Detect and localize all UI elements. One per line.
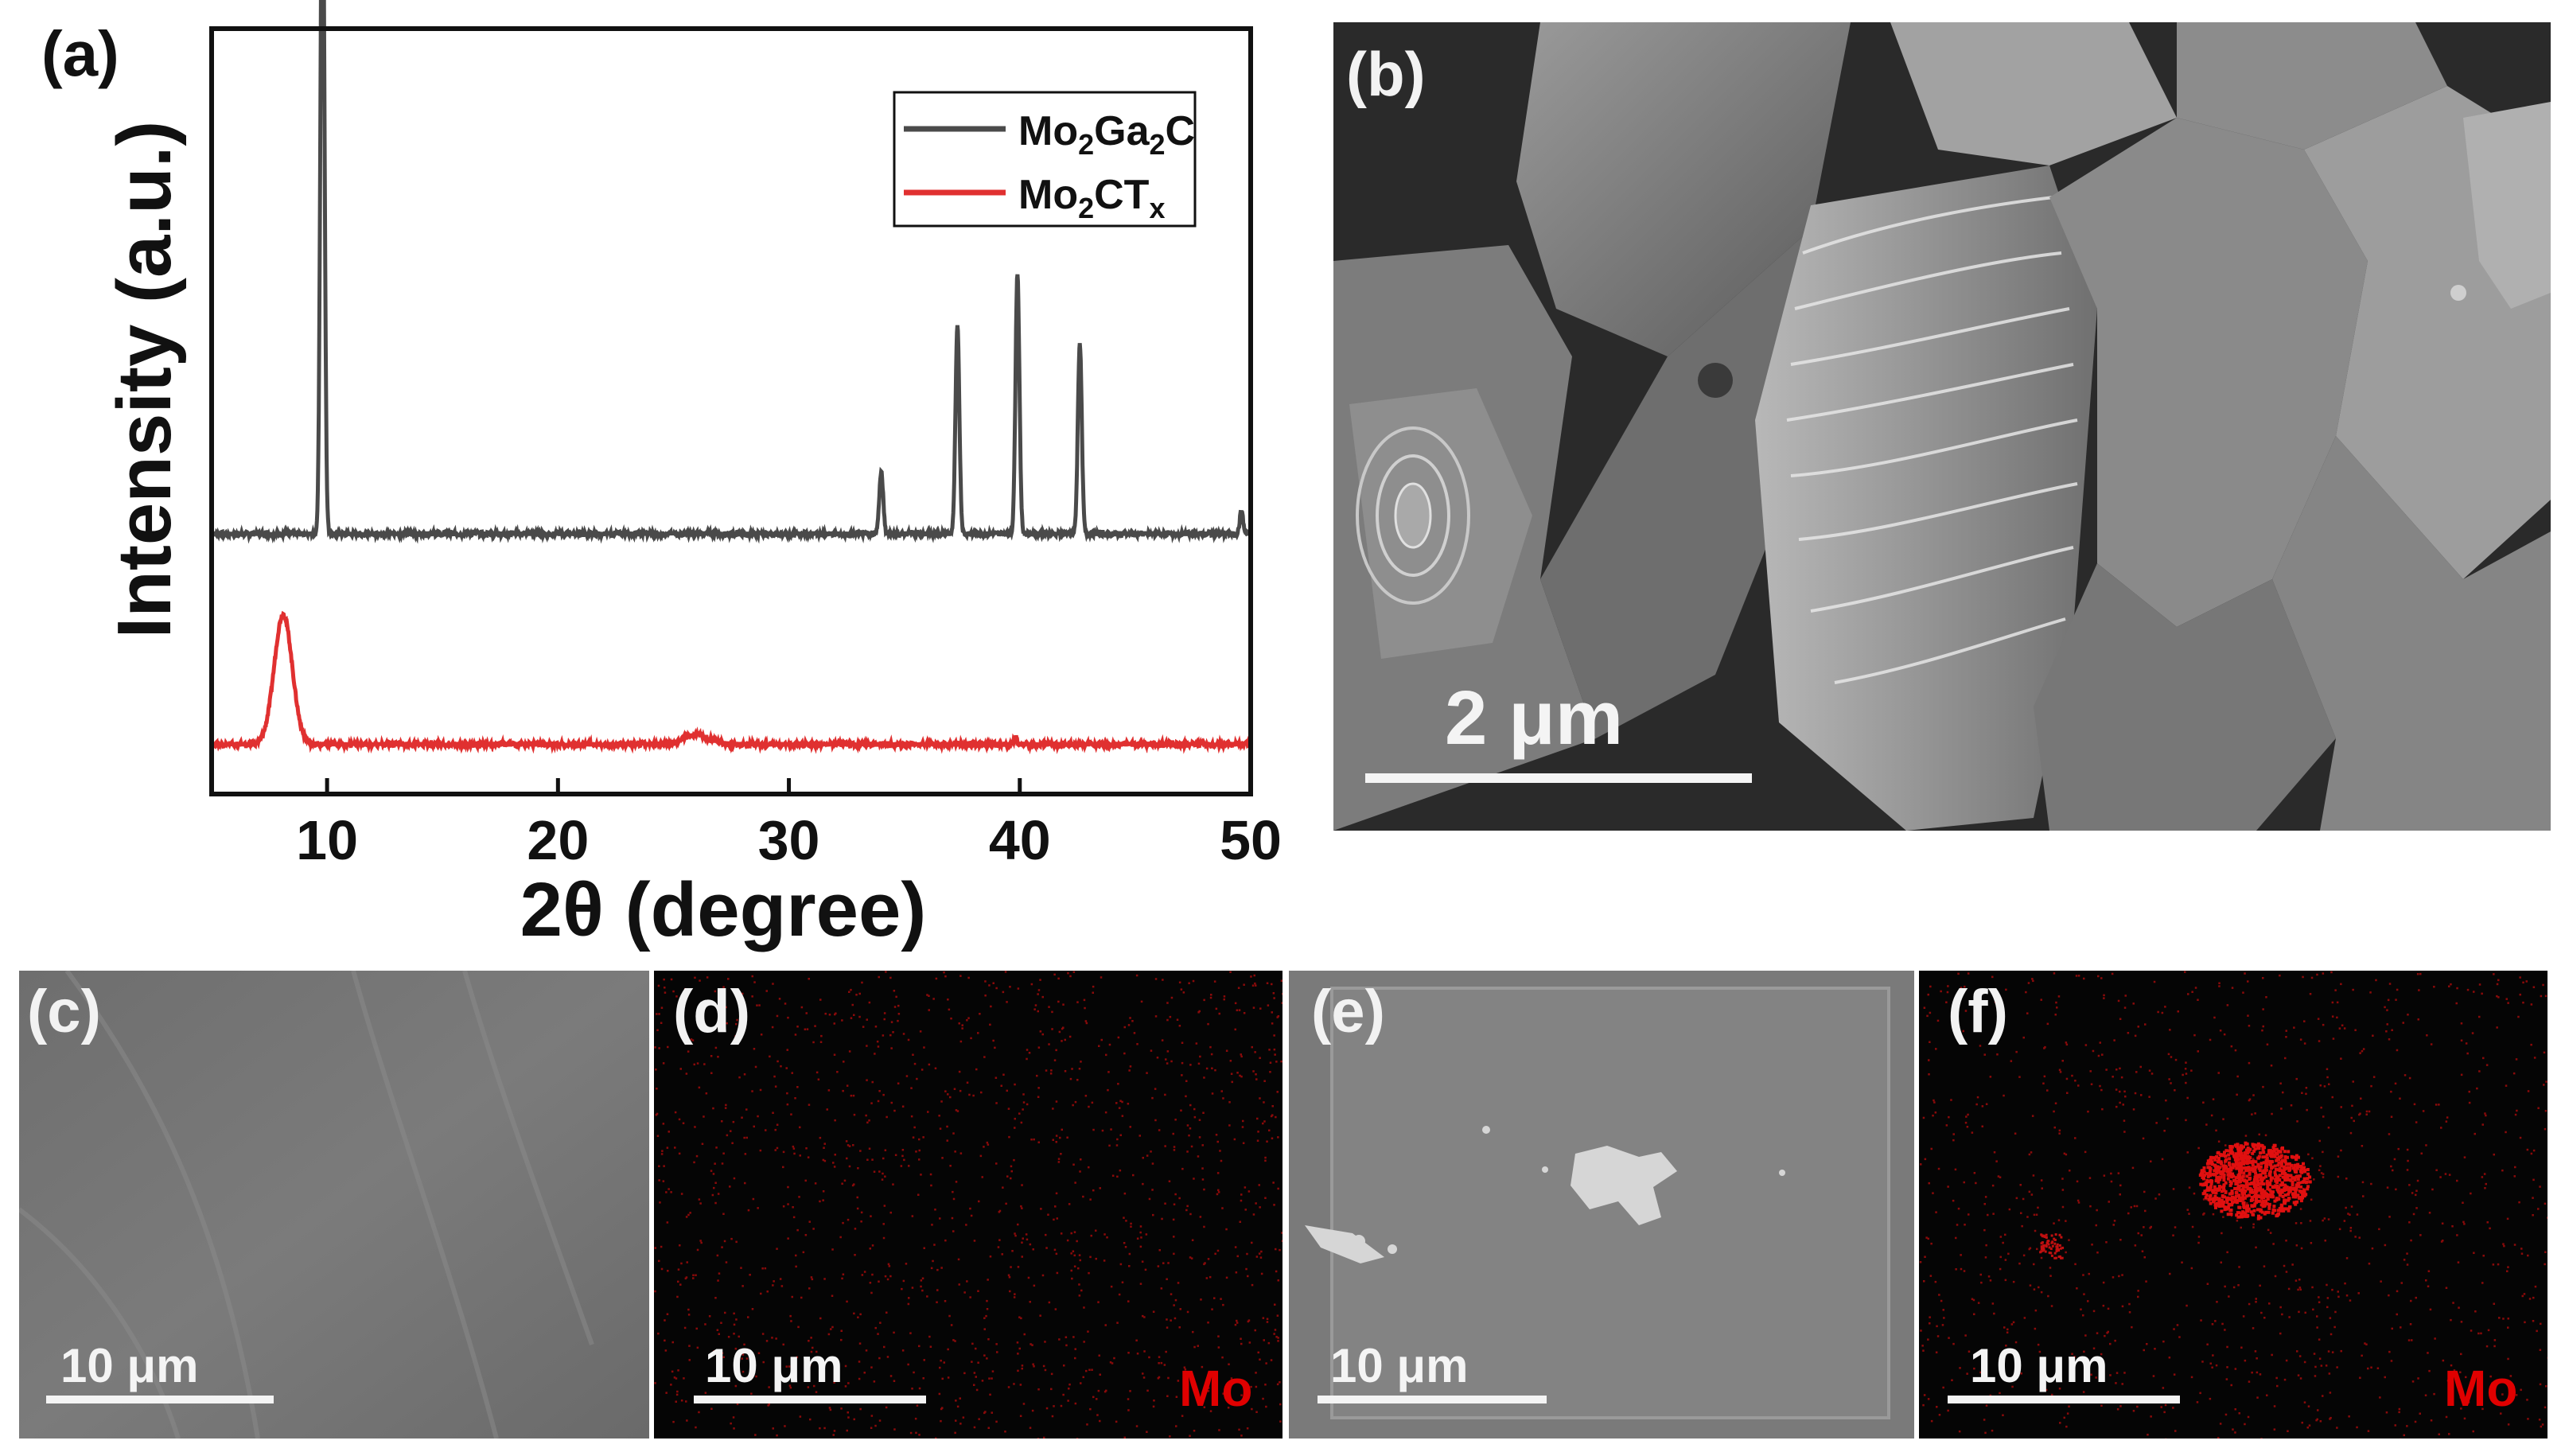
x-axis-label: 2θ (degree) [520,867,927,952]
scalebar-f [1948,1396,2180,1403]
scalebar-d [694,1396,926,1403]
series-line-0 [210,0,1253,544]
sem-surface-c-illustration [19,971,649,1438]
x-tick-label-30: 30 [758,809,820,871]
sem-image-b: (b) 2 μm [1333,22,2551,831]
panel-label-e: (e) [1311,978,1385,1045]
panel-label-c: (c) [27,978,101,1045]
scalebar-label-f: 10 μm [1970,1339,2108,1392]
sem-crystals-illustration [1333,22,2551,831]
x-tick-label-10: 10 [296,809,358,871]
scalebar-c [46,1396,274,1403]
legend-box [893,91,1197,228]
scalebar-e [1318,1396,1547,1403]
legend-label-0: Mo2Ga2C [1018,108,1195,161]
eds-map-f: (f) 10 μm Mo [1919,971,2547,1438]
sem-image-e: (e) 10 μm [1289,971,1914,1438]
scalebar-label-e: 10 μm [1330,1339,1469,1392]
panel-label-d: (d) [673,978,751,1045]
scalebar-label-d: 10 μm [705,1339,843,1392]
y-axis-label: Intensity (a.u.) [102,121,187,639]
element-label-f: Mo [2444,1360,2518,1417]
plot-frame [209,26,1253,796]
scalebar-b [1365,773,1752,783]
element-label-d: Mo [1179,1360,1253,1417]
sem-surface-e-illustration [1289,971,1914,1438]
series-line-1 [209,610,1253,755]
eds-dots-d [654,971,1282,1438]
eds-dots-f [1919,971,2547,1438]
x-tick-label-50: 50 [1220,809,1282,871]
panel-label-a: (a) [41,18,119,89]
sem-image-c: (c) 10 μm [19,971,649,1438]
xrd-chart: 10 20 30 40 50 2θ (degree) Intensity (a.u.) Mo2… [102,0,1282,952]
panel-label-b: (b) [1346,39,1426,109]
x-tick-label-20: 20 [527,809,589,871]
x-tick-label-40: 40 [989,809,1051,871]
panel-label-f: (f) [1948,978,2008,1045]
scalebar-label-b: 2 μm [1445,675,1624,761]
scalebar-label-c: 10 μm [60,1339,199,1392]
eds-map-d: (d) 10 μm Mo [654,971,1282,1438]
